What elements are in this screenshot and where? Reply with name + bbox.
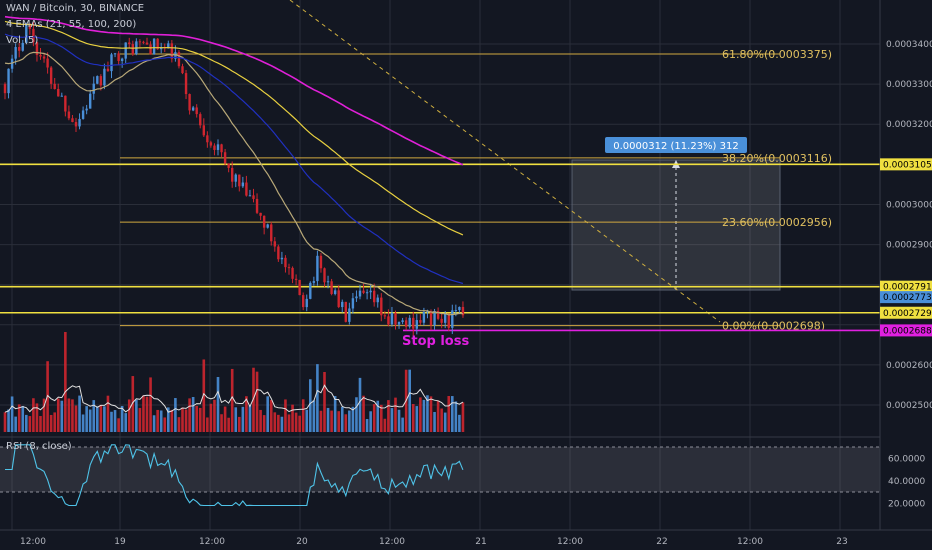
- price-axis[interactable]: 0.00034000.00033000.00032000.00030000.00…: [879, 0, 932, 530]
- volume-ma-line: [4, 384, 464, 413]
- stop-loss-label: Stop loss: [402, 334, 469, 349]
- price-tick-6: 0.0002500: [886, 401, 932, 411]
- volume-bars: [3, 332, 465, 432]
- price-tag-4: 0.0002688: [883, 326, 932, 336]
- rsi-tick-0: 60.0000: [888, 454, 925, 464]
- rsi-line: [5, 444, 464, 507]
- fib-label-1: 38.20%(0.0003116): [722, 152, 832, 165]
- price-tag-0: 0.0003105: [883, 160, 932, 170]
- time-tick-3: 20: [296, 537, 308, 547]
- ema-legend[interactable]: 4 EMAs (21, 55, 100, 200): [6, 19, 137, 30]
- ema-55-line: [4, 33, 464, 285]
- symbol-legend[interactable]: WAN / Bitcoin, 30, BINANCE: [6, 3, 145, 14]
- time-tick-5: 21: [475, 537, 486, 547]
- rsi-legend[interactable]: RSI (8, close): [6, 441, 72, 452]
- ema-200-line: [4, 15, 464, 166]
- time-tick-0: 12:00: [20, 537, 46, 547]
- fib-retracement[interactable]: 61.80%(0.0003375) 38.20%(0.0003116) 23.60%…: [120, 48, 832, 333]
- time-axis[interactable]: 12:00 19 12:00 20 12:00 21 12:00 22 12:00 23: [20, 537, 848, 547]
- price-tick-0: 0.0003400: [886, 40, 932, 50]
- price-tag-1: 0.0002791: [883, 283, 932, 293]
- time-tick-8: 12:00: [737, 537, 763, 547]
- price-tick-1: 0.0003300: [886, 80, 932, 90]
- price-tick-4: 0.0002900: [886, 241, 932, 251]
- grid-lines: [0, 0, 880, 530]
- price-tag-2: 0.0002773: [883, 293, 932, 303]
- measure-label-box: [605, 137, 747, 153]
- price-tick-2: 0.0003200: [886, 120, 932, 130]
- time-tick-1: 19: [114, 537, 126, 547]
- rsi-axis[interactable]: 60.0000 40.0000 20.0000: [888, 454, 925, 509]
- price-tick-3: 0.0003000: [886, 200, 932, 210]
- ema-100-line: [4, 20, 464, 236]
- fib-label-0: 61.80%(0.0003375): [722, 48, 832, 61]
- ema-21-line: [4, 51, 463, 316]
- rsi-tick-2: 20.0000: [888, 499, 925, 509]
- time-tick-9: 23: [836, 537, 847, 547]
- time-tick-4: 12:00: [379, 537, 405, 547]
- time-tick-6: 12:00: [557, 537, 583, 547]
- volume-legend[interactable]: Vol (5): [6, 35, 39, 46]
- measure-label: 0.0000312 (11.23%) 312: [613, 141, 738, 152]
- time-tick-2: 12:00: [199, 537, 225, 547]
- rsi-tick-1: 40.0000: [888, 477, 925, 487]
- fib-label-2: 23.60%(0.0002956): [722, 216, 832, 229]
- time-tick-7: 22: [656, 537, 667, 547]
- price-tag-3: 0.0002729: [883, 309, 932, 319]
- price-tick-5: 0.0002600: [886, 361, 932, 371]
- fib-label-3: 0.00%(0.0002698): [722, 320, 825, 333]
